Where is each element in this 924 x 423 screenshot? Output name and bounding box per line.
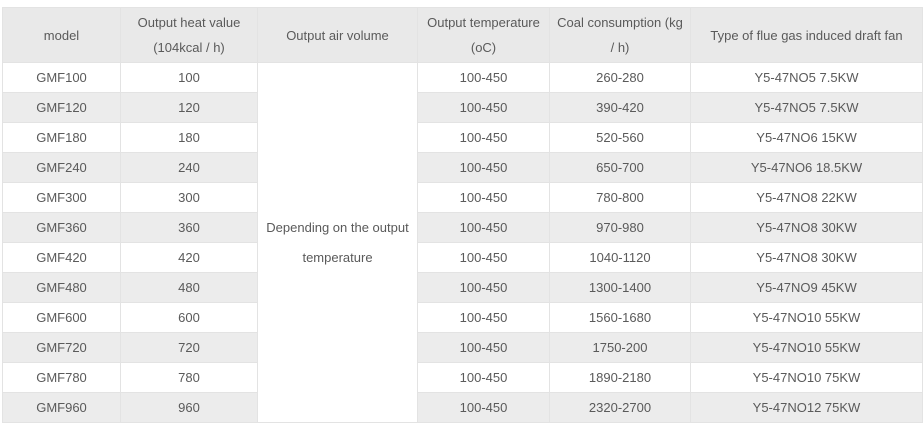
cell-heat-value: 120 [120,92,258,123]
table-body: GMF100 100 Depending on the output tempe… [2,62,923,423]
cell-temperature: 100-450 [417,362,550,393]
table-row: GMF600 600 100-450 1560-1680 Y5-47NO10 5… [2,302,923,333]
cell-temperature: 100-450 [417,212,550,243]
cell-model: GMF300 [2,182,121,213]
cell-fan-type: Y5-47NO10 55KW [690,332,923,363]
cell-coal-consumption: 650-700 [549,152,691,183]
cell-fan-type: Y5-47NO10 75KW [690,362,923,393]
cell-fan-type: Y5-47NO5 7.5KW [690,62,923,93]
header-model: model [2,7,121,63]
cell-coal-consumption: 390-420 [549,92,691,123]
product-spec-table: model Output heat value (104kcal / h) Ou… [2,7,923,423]
cell-temperature: 100-450 [417,272,550,303]
cell-coal-consumption: 780-800 [549,182,691,213]
cell-temperature: 100-450 [417,392,550,423]
cell-fan-type: Y5-47NO6 18.5KW [690,152,923,183]
cell-model: GMF600 [2,302,121,333]
cell-temperature: 100-450 [417,92,550,123]
cell-fan-type: Y5-47NO5 7.5KW [690,92,923,123]
cell-temperature: 100-450 [417,122,550,153]
cell-model: GMF180 [2,122,121,153]
cell-coal-consumption: 520-560 [549,122,691,153]
table-row: GMF360 360 100-450 970-980 Y5-47NO8 30KW [2,212,923,243]
header-coal-consumption: Coal consumption (kg / h) [549,7,691,63]
cell-heat-value: 960 [120,392,258,423]
cell-heat-value: 100 [120,62,258,93]
cell-coal-consumption: 1040-1120 [549,242,691,273]
cell-coal-consumption: 1560-1680 [549,302,691,333]
cell-heat-value: 720 [120,332,258,363]
cell-heat-value: 420 [120,242,258,273]
cell-model: GMF120 [2,92,121,123]
header-output-temperature: Output temperature (oC) [417,7,550,63]
table-row: GMF180 180 100-450 520-560 Y5-47NO6 15KW [2,122,923,153]
cell-coal-consumption: 970-980 [549,212,691,243]
cell-coal-consumption: 2320-2700 [549,392,691,423]
cell-heat-value: 300 [120,182,258,213]
table-row: GMF420 420 100-450 1040-1120 Y5-47NO8 30… [2,242,923,273]
table-row: GMF780 780 100-450 1890-2180 Y5-47NO10 7… [2,362,923,393]
cell-temperature: 100-450 [417,242,550,273]
cell-fan-type: Y5-47NO8 30KW [690,212,923,243]
header-row: model Output heat value (104kcal / h) Ou… [2,7,923,63]
cell-fan-type: Y5-47NO10 55KW [690,302,923,333]
cell-fan-type: Y5-47NO8 22KW [690,182,923,213]
cell-model: GMF960 [2,392,121,423]
table-row: GMF960 960 100-450 2320-2700 Y5-47NO12 7… [2,392,923,423]
cell-heat-value: 480 [120,272,258,303]
cell-air-volume-merged: Depending on the output temperature [257,62,418,423]
cell-coal-consumption: 1750-200 [549,332,691,363]
cell-model: GMF360 [2,212,121,243]
table-row: GMF300 300 100-450 780-800 Y5-47NO8 22KW [2,182,923,213]
cell-model: GMF780 [2,362,121,393]
table-row: GMF480 480 100-450 1300-1400 Y5-47NO9 45… [2,272,923,303]
table-header: model Output heat value (104kcal / h) Ou… [2,7,923,63]
cell-model: GMF480 [2,272,121,303]
cell-temperature: 100-450 [417,182,550,213]
cell-heat-value: 180 [120,122,258,153]
cell-fan-type: Y5-47NO9 45KW [690,272,923,303]
table-row: GMF100 100 Depending on the output tempe… [2,62,923,423]
cell-heat-value: 780 [120,362,258,393]
cell-model: GMF100 [2,62,121,93]
header-fan-type: Type of flue gas induced draft fan [690,7,923,63]
header-output-heat-value: Output heat value (104kcal / h) [120,7,258,63]
cell-fan-type: Y5-47NO6 15KW [690,122,923,153]
table-row: GMF720 720 100-450 1750-200 Y5-47NO10 55… [2,332,923,363]
cell-fan-type: Y5-47NO12 75KW [690,392,923,423]
cell-temperature: 100-450 [417,302,550,333]
cell-heat-value: 600 [120,302,258,333]
header-output-air-volume: Output air volume [257,7,418,63]
cell-coal-consumption: 1890-2180 [549,362,691,393]
cell-temperature: 100-450 [417,332,550,363]
cell-temperature: 100-450 [417,152,550,183]
cell-coal-consumption: 260-280 [549,62,691,93]
table-row: GMF240 240 100-450 650-700 Y5-47NO6 18.5… [2,152,923,183]
cell-model: GMF240 [2,152,121,183]
cell-temperature: 100-450 [417,62,550,93]
cell-model: GMF720 [2,332,121,363]
cell-heat-value: 360 [120,212,258,243]
table-row: GMF120 120 100-450 390-420 Y5-47NO5 7.5K… [2,92,923,123]
cell-model: GMF420 [2,242,121,273]
cell-coal-consumption: 1300-1400 [549,272,691,303]
cell-heat-value: 240 [120,152,258,183]
cell-fan-type: Y5-47NO8 30KW [690,242,923,273]
